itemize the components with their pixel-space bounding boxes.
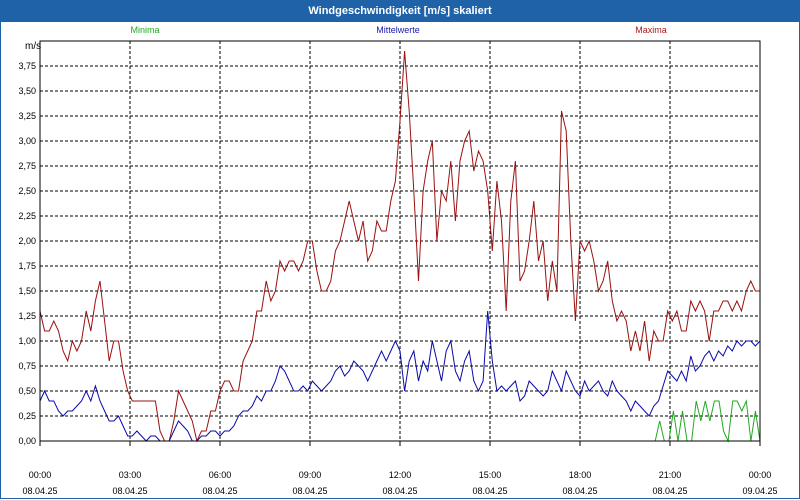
y-tick-label: 1,25 bbox=[18, 311, 36, 321]
x-tick-time-label: 15:00 bbox=[479, 470, 502, 480]
legend-entry-maxima: Maxima bbox=[635, 25, 667, 35]
legend-entry-minima: Minima bbox=[130, 25, 159, 35]
x-tick-time-label: 18:00 bbox=[569, 470, 592, 480]
y-tick-label: 3,00 bbox=[18, 136, 36, 146]
y-tick-label: 0,00 bbox=[18, 436, 36, 446]
y-tick-label: 0,50 bbox=[18, 386, 36, 396]
y-tick-label: 2,25 bbox=[18, 211, 36, 221]
y-tick-label: 3,25 bbox=[18, 111, 36, 121]
x-tick-date-label: 08.04.25 bbox=[292, 486, 327, 496]
x-tick-time-label: 00:00 bbox=[749, 470, 772, 480]
x-tick-time-label: 21:00 bbox=[659, 470, 682, 480]
x-tick-time-label: 12:00 bbox=[389, 470, 412, 480]
y-tick-label: 3,75 bbox=[18, 61, 36, 71]
x-tick-time-label: 06:00 bbox=[209, 470, 232, 480]
y-tick-label: 2,50 bbox=[18, 186, 36, 196]
x-tick-date-label: 08.04.25 bbox=[652, 486, 687, 496]
x-tick-date-label: 08.04.25 bbox=[22, 486, 57, 496]
y-tick-label: 1,50 bbox=[18, 286, 36, 296]
y-tick-label: 3,50 bbox=[18, 86, 36, 96]
x-tick-time-label: 09:00 bbox=[299, 470, 322, 480]
grid-lines bbox=[40, 41, 760, 441]
x-tick-date-label: 08.04.25 bbox=[472, 486, 507, 496]
legend: Minima Mittelwerte Maxima bbox=[130, 25, 666, 35]
x-tick-date-label: 08.04.25 bbox=[202, 486, 237, 496]
x-tick-date-label: 08.04.25 bbox=[382, 486, 417, 496]
y-tick-label: 2,00 bbox=[18, 236, 36, 246]
y-tick-label: 1,00 bbox=[18, 336, 36, 346]
y-tick-label: 0,75 bbox=[18, 361, 36, 371]
x-tick-date-label: 08.04.25 bbox=[112, 486, 147, 496]
y-tick-label: 2,75 bbox=[18, 161, 36, 171]
x-tick-time-label: 03:00 bbox=[119, 470, 142, 480]
y-tick-label: 0,25 bbox=[18, 411, 36, 421]
x-tick-date-label: 09.04.25 bbox=[742, 486, 777, 496]
y-tick-label: 1,75 bbox=[18, 261, 36, 271]
legend-entry-mittelwerte: Mittelwerte bbox=[376, 25, 420, 35]
x-tick-date-label: 08.04.25 bbox=[562, 486, 597, 496]
axes: 0,00 0,25 0,50 0,75 1,00 1,25 1,50 1,75 2,00 2,25… bbox=[18, 40, 778, 496]
series-line-maxima bbox=[39, 50, 760, 443]
y-axis-label: m/s bbox=[25, 41, 41, 52]
x-tick-time-label: 00:00 bbox=[29, 470, 52, 480]
window-title: Windgeschwindigkeit [m/s] skaliert bbox=[0, 0, 800, 22]
